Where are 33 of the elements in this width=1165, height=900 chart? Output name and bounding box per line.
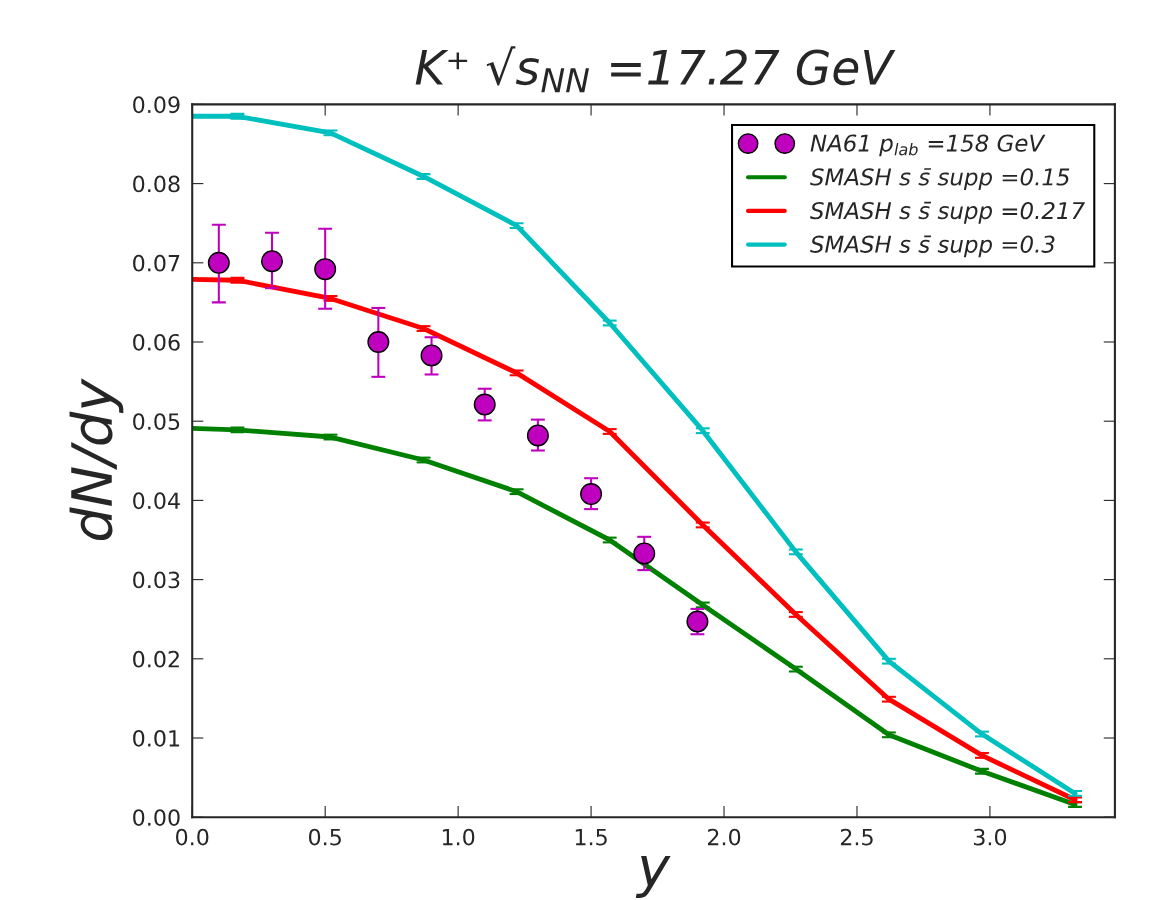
point <box>314 258 337 281</box>
y-tick-label: 0.02 <box>133 650 179 668</box>
y-tick-label: 0.03 <box>133 571 180 589</box>
legend-label: SMASH s s̄ supp =0.3 <box>810 235 1055 258</box>
chart-title: K⁺ √s$_{NN}$ =17.27 GeV <box>415 46 896 93</box>
x-tick-label: 2.5 <box>840 828 873 846</box>
point <box>580 483 603 506</box>
y-tick-label: 0.05 <box>133 413 180 430</box>
x-tick-label: 0.0 <box>176 828 209 846</box>
legend-label: SMASH s s̄ supp =0.217 <box>810 201 1085 224</box>
point <box>367 331 390 353</box>
x-tick-label: 2.0 <box>707 828 741 846</box>
point <box>526 424 549 447</box>
point <box>261 250 283 273</box>
point <box>633 542 656 565</box>
x-axis-title: y <box>635 856 671 899</box>
point <box>420 344 443 367</box>
y-tick-label: 0.09 <box>133 96 180 114</box>
x-tick-label: 1.0 <box>442 828 475 846</box>
y-tick-label: 0.06 <box>133 333 180 351</box>
legend-label: SMASH s s̄ supp =0.15 <box>810 168 1070 191</box>
point <box>473 393 496 416</box>
legend-label: NA61 p$_{lab}$ =158 GeV <box>810 134 1046 157</box>
y-tick-label: 0.01 <box>133 729 180 747</box>
y-axis-title: dN/dy <box>69 378 124 541</box>
x-tick-label: 0.5 <box>308 828 341 846</box>
y-tick-label: 0.00 <box>133 809 180 826</box>
y-tick-label: 0.08 <box>133 175 180 193</box>
x-tick-label: 1.5 <box>575 829 607 846</box>
y-tick-label: 0.04 <box>133 492 180 510</box>
point <box>207 251 230 274</box>
y-tick-label: 0.07 <box>133 254 180 272</box>
x-tick-label: 3.0 <box>973 828 1007 846</box>
